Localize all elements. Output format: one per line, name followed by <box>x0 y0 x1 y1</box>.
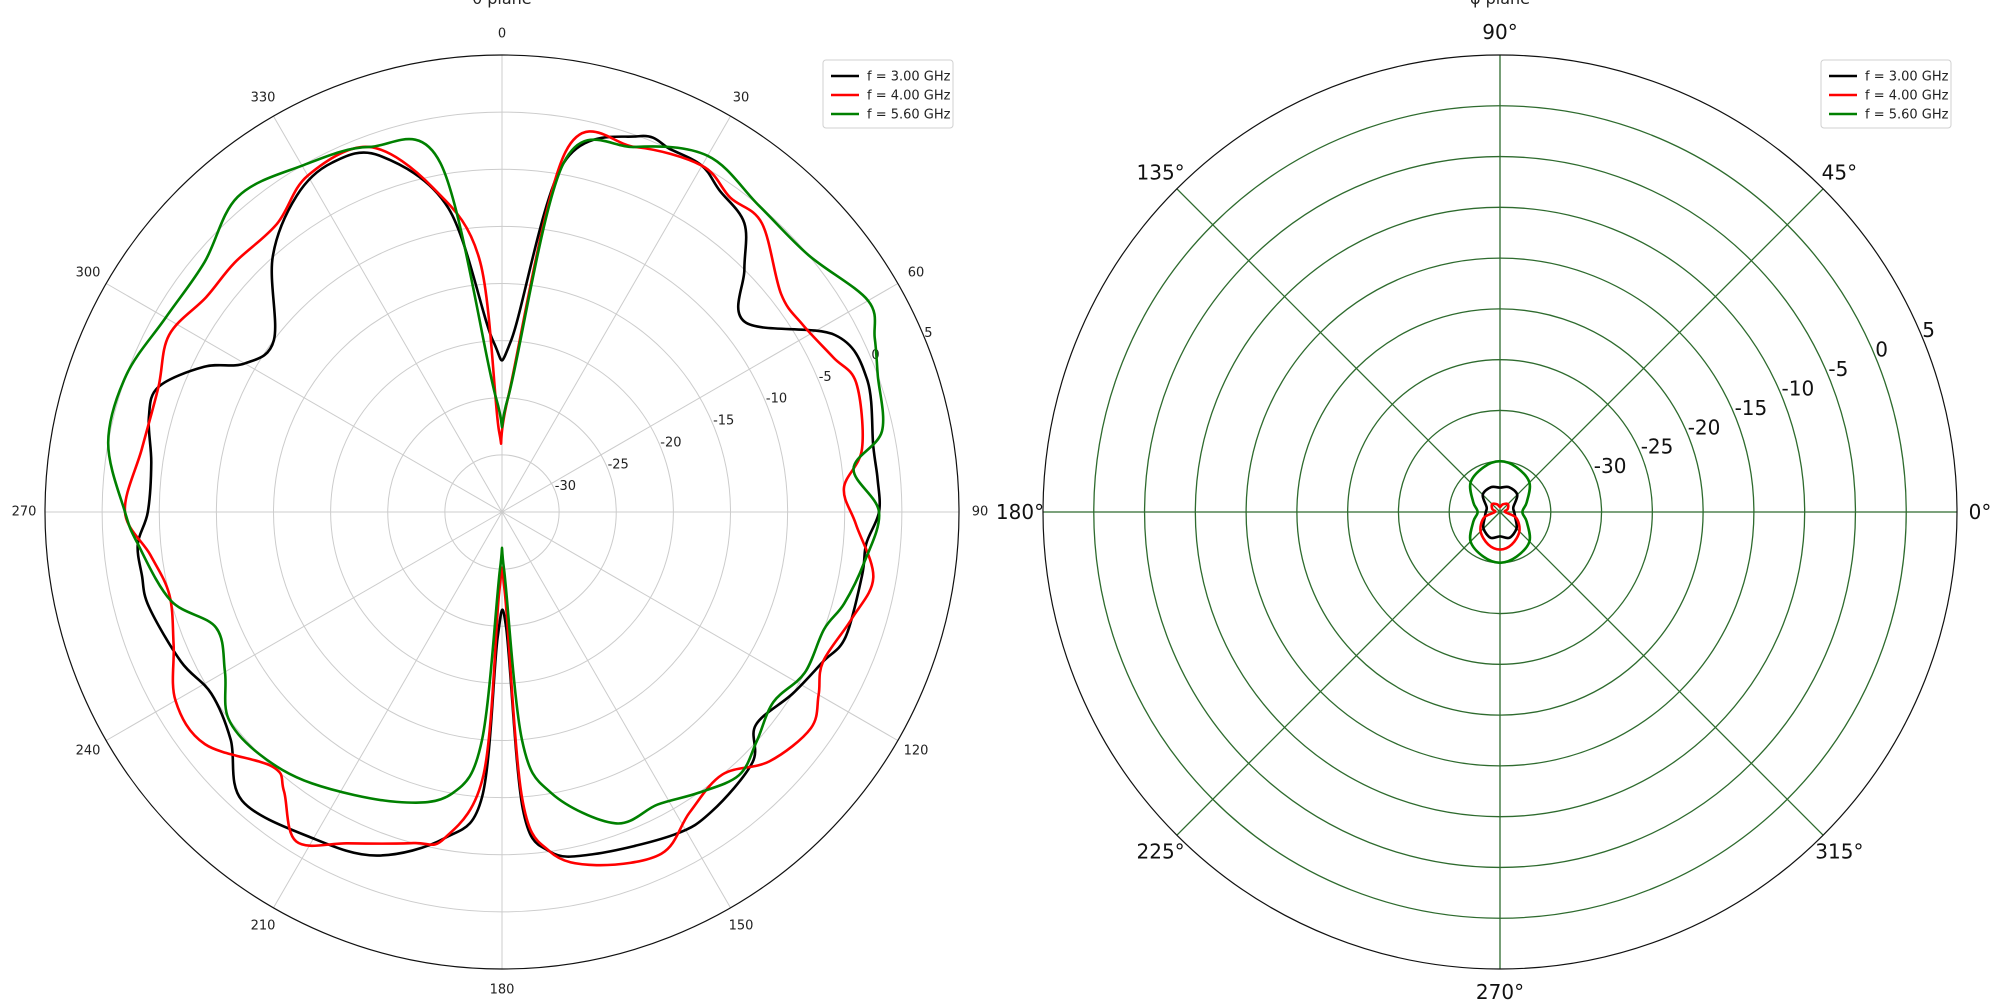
legend-entry: f = 3.00 GHz <box>867 70 951 85</box>
angle-tick-label: 225° <box>1137 839 1185 863</box>
radial-tick-label: -15 <box>713 414 734 429</box>
radial-tick-label: 0 <box>1875 338 1888 362</box>
series-line <box>1468 459 1532 565</box>
angle-tick-label: 60 <box>908 266 925 281</box>
angle-tick-label: 90 <box>972 505 989 520</box>
angular-gridline <box>1499 511 1824 836</box>
radial-tick-label: -20 <box>660 435 681 450</box>
radial-tick-label: -30 <box>1594 454 1627 478</box>
angle-tick-label: 45° <box>1822 161 1857 185</box>
radial-tick-label: -25 <box>608 457 629 472</box>
radial-tick-label: -25 <box>1641 435 1674 459</box>
angle-tick-label: 30 <box>733 91 750 106</box>
radial-tick-label: -20 <box>1688 415 1721 439</box>
radial-tick-label: 5 <box>1922 318 1935 342</box>
angular-gridline <box>1176 188 1501 513</box>
angular-gridline <box>105 511 503 741</box>
legend-entry: f = 3.00 GHz <box>1865 70 1949 85</box>
angle-tick-label: 90° <box>1482 20 1517 44</box>
angle-tick-label: 135° <box>1137 161 1185 185</box>
series-line <box>1479 502 1521 551</box>
legend: f = 3.00 GHz f = 4.00 GHz f = 5.60 GHz <box>1820 59 1952 129</box>
radial-tick-label: -10 <box>766 392 787 407</box>
radial-tick-label: 5 <box>924 326 932 341</box>
radial-tick-label: -10 <box>1782 376 1815 400</box>
phi-plane-plot: φ plane 0° 45° 90° 135° 180° 225° 270° 315° -30 -2… <box>996 0 1991 1000</box>
legend-entry: f = 5.60 GHz <box>867 108 951 123</box>
angular-gridline <box>501 283 899 513</box>
angle-tick-label: 240 <box>76 744 101 759</box>
angular-gridline <box>1499 188 1824 513</box>
series-line <box>106 137 885 825</box>
legend-entry: f = 4.00 GHz <box>1865 89 1949 104</box>
series-line <box>136 134 882 858</box>
legend: f = 3.00 GHz f = 4.00 GHz f = 5.60 GHz <box>822 59 954 129</box>
series-line <box>1481 485 1519 540</box>
angle-tick-label: 210 <box>251 919 276 934</box>
angle-tick-label: 270° <box>1476 980 1524 1000</box>
angular-gridline <box>273 115 503 513</box>
polar-frame <box>44 54 960 970</box>
legend-entry: f = 4.00 GHz <box>867 89 951 104</box>
angle-tick-label: 120 <box>904 744 929 759</box>
radial-tick-label: -30 <box>555 479 576 494</box>
angular-gridline <box>105 283 503 513</box>
theta-plane-plot: θ plane 0 30 60 90 120 150 180 210 240 270 300 330 -3… <box>12 0 989 998</box>
angle-tick-label: 150 <box>729 919 754 934</box>
angle-tick-label: 180° <box>996 500 1044 524</box>
angle-tick-label: 180 <box>490 983 515 998</box>
angle-tick-label: 330 <box>251 91 276 106</box>
polar-frame <box>1042 54 1958 970</box>
angular-gridline <box>501 511 731 909</box>
angular-gridline <box>501 511 899 741</box>
angular-gridline <box>501 115 731 513</box>
plot-title: θ plane <box>472 0 531 8</box>
radial-tick-label: -5 <box>1828 357 1848 381</box>
angular-gridline <box>1176 511 1501 836</box>
angle-tick-label: 315° <box>1815 839 1863 863</box>
legend-entry: f = 5.60 GHz <box>1865 108 1949 123</box>
angle-tick-label: 0° <box>1969 500 1992 524</box>
angle-tick-label: 270 <box>12 505 37 520</box>
angular-gridline <box>273 511 503 909</box>
angle-tick-label: 300 <box>76 266 101 281</box>
series-line <box>123 130 875 867</box>
angle-tick-label: 0 <box>498 27 506 42</box>
radial-tick-label: -15 <box>1735 396 1768 420</box>
radial-tick-label: -5 <box>819 370 832 385</box>
plot-title: φ plane <box>1470 0 1530 8</box>
